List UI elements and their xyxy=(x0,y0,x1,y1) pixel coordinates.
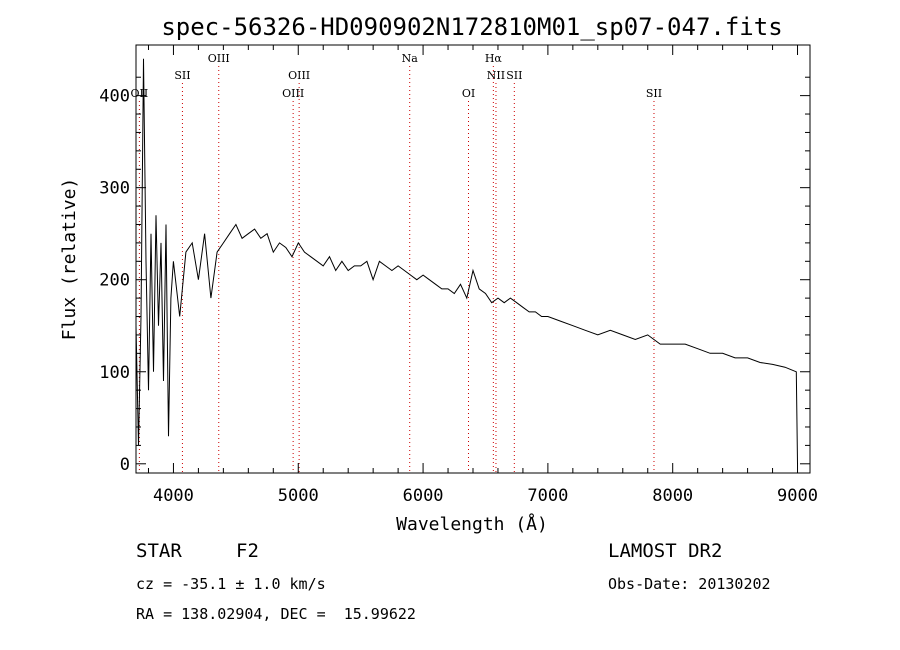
survey-name: LAMOST DR2 xyxy=(608,540,723,562)
chart-title: spec-56326-HD090902N172810M01_sp07-047.f… xyxy=(161,13,782,41)
object-class: STAR xyxy=(136,540,182,562)
x-tick-label: 5000 xyxy=(278,486,319,506)
obs-date: Obs-Date: 20130202 xyxy=(608,575,771,593)
line-marker-label: SII xyxy=(174,69,190,82)
x-tick-label: 4000 xyxy=(153,486,194,506)
line-marker-label: OIII xyxy=(288,69,310,82)
x-axis: 4000 5000 6000 7000 8000 9000 xyxy=(147,45,818,506)
line-marker-label: OI xyxy=(462,87,475,100)
line-marker-label: NII xyxy=(487,69,505,82)
line-marker-label: OIII xyxy=(208,52,230,65)
y-tick-label: 400 xyxy=(99,87,130,107)
line-marker-label: Na xyxy=(402,52,419,65)
line-marker-label: OII xyxy=(131,87,149,100)
coordinates: RA = 138.02904, DEC = 15.99622 xyxy=(136,605,416,623)
plot-frame xyxy=(135,44,811,474)
x-tick-label: 8000 xyxy=(652,486,693,506)
line-marker-label: SII xyxy=(646,87,662,100)
y-axis: 0 100 200 300 400 xyxy=(99,76,810,475)
line-marker-label: OIII xyxy=(282,87,304,100)
y-tick-label: 0 xyxy=(120,455,130,475)
object-subclass: F2 xyxy=(236,540,259,562)
x-tick-label: 6000 xyxy=(403,486,444,506)
y-tick-label: 100 xyxy=(99,363,130,383)
x-axis-label: Wavelength (Å) xyxy=(396,513,548,535)
redshift-readout: cz = -35.1 ± 1.0 km/s xyxy=(136,575,326,593)
y-tick-label: 300 xyxy=(99,179,130,199)
y-tick-label: 200 xyxy=(99,271,130,291)
spectrum-line xyxy=(135,58,798,464)
line-marker-label: Hα xyxy=(485,52,503,65)
line-marker-label: SII xyxy=(506,69,522,82)
x-tick-label: 7000 xyxy=(527,486,568,506)
x-tick-label: 9000 xyxy=(777,486,818,506)
y-axis-label: Flux (relative) xyxy=(59,178,80,341)
